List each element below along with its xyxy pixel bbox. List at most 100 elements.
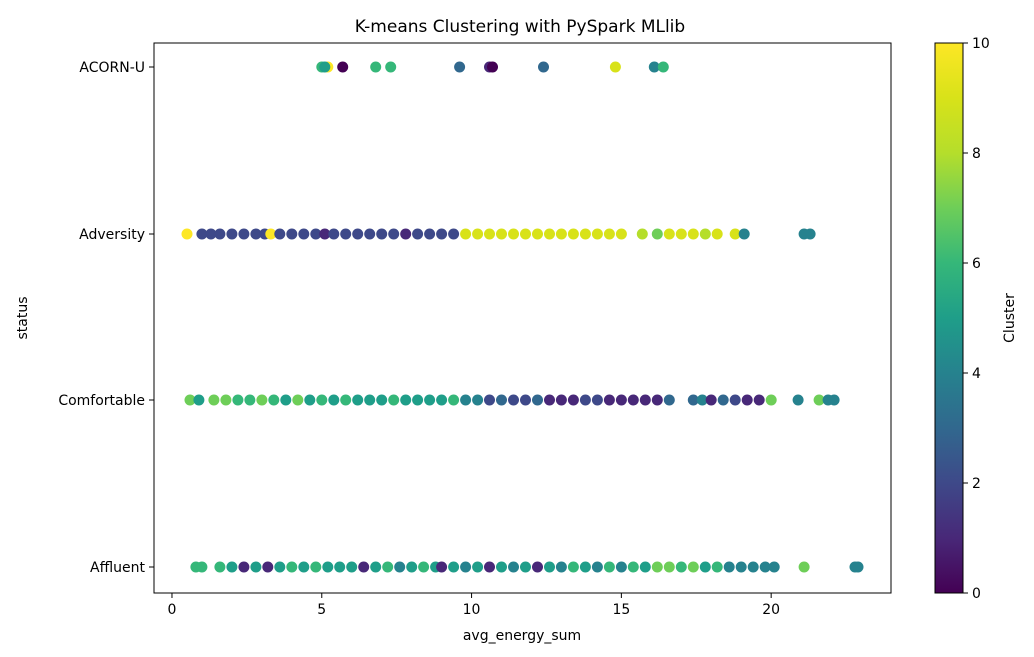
scatter-point (352, 228, 364, 240)
scatter-point (424, 228, 436, 240)
scatter-point (711, 561, 723, 573)
scatter-point (508, 228, 519, 240)
scatter-point (250, 561, 262, 573)
scatter-point (472, 561, 484, 573)
scatter-point (663, 394, 675, 406)
x-tick-label: 15 (612, 602, 630, 618)
scatter-point (262, 561, 274, 573)
scatter-point (538, 61, 549, 73)
scatter-point (370, 61, 382, 73)
y-tick-label: Comfortable (58, 393, 145, 409)
scatter-point (310, 228, 322, 240)
scatter-point (352, 394, 364, 406)
scatter-point (717, 394, 729, 406)
scatter-point (615, 561, 627, 573)
scatter-point (555, 394, 567, 406)
scatter-point (226, 561, 238, 573)
scatter-point (696, 394, 708, 406)
scatter-point (615, 394, 627, 406)
scatter-point (286, 561, 298, 573)
scatter-point (579, 394, 591, 406)
scatter-point (532, 394, 543, 406)
scatter-point (448, 394, 460, 406)
scatter-point (214, 228, 226, 240)
scatter-point (639, 561, 651, 573)
scatter-point (729, 228, 741, 240)
scatter-point (544, 394, 555, 406)
scatter-point (663, 561, 675, 573)
scatter-point (238, 228, 250, 240)
scatter-point (591, 561, 603, 573)
scatter-point (196, 561, 208, 573)
scatter-point (615, 228, 627, 240)
scatter-point (388, 228, 400, 240)
scatter-point (735, 561, 747, 573)
y-tick-label: ACORN-U (79, 60, 145, 76)
scatter-point (304, 394, 316, 406)
colorbar-tick-label: 10 (972, 36, 990, 52)
scatter-point (436, 228, 448, 240)
scatter-point (532, 561, 543, 573)
scatter-point (205, 228, 217, 240)
scatter-point (460, 228, 472, 240)
scatter-point (699, 561, 711, 573)
colorbar-frame (934, 42, 964, 594)
scatter-point (280, 394, 292, 406)
scatter-point (603, 228, 615, 240)
scatter-point (472, 228, 484, 240)
scatter-point (567, 561, 579, 573)
scatter-point (675, 561, 687, 573)
scatter-point (747, 561, 759, 573)
scatter-point (376, 228, 388, 240)
scatter-point (382, 561, 394, 573)
scatter-point (738, 228, 750, 240)
x-tick-label: 5 (317, 602, 326, 618)
scatter-point (334, 561, 346, 573)
scatter-point (648, 61, 660, 73)
scatter-point (567, 228, 579, 240)
scatter-point (555, 228, 567, 240)
scatter-point (520, 394, 531, 406)
colorbar-tick-label: 0 (972, 586, 981, 602)
plot-area (153, 42, 892, 594)
scatter-point (460, 394, 472, 406)
scatter-point (418, 561, 430, 573)
scatter-point (448, 561, 460, 573)
scatter-point (567, 394, 579, 406)
scatter-point (412, 394, 424, 406)
scatter-point (412, 228, 424, 240)
y-axis: Affluent Comfortable Adversity ACORN-U (58, 60, 154, 576)
scatter-point (508, 394, 519, 406)
scatter-point (663, 228, 675, 240)
scatter-point (675, 228, 687, 240)
scatter-point (298, 228, 310, 240)
scatter-point (244, 394, 256, 406)
scatter-point (448, 228, 460, 240)
scatter-point (268, 394, 280, 406)
scatter-point (298, 561, 310, 573)
scatter-point (376, 394, 388, 406)
colorbar-ticks: 0 2 4 6 8 10 (963, 36, 990, 602)
scatter-point (792, 394, 804, 406)
y-tick-label: Affluent (90, 560, 145, 576)
x-tick-label: 10 (463, 602, 481, 618)
scatter-point (292, 394, 304, 406)
colorbar-tick-label: 8 (972, 146, 981, 162)
scatter-point (798, 561, 810, 573)
x-axis-label: avg_energy_sum (463, 628, 581, 644)
scatter-point (687, 394, 699, 406)
scatter-point (508, 561, 519, 573)
colorbar-tick-label: 6 (972, 256, 981, 272)
scatter-point (487, 61, 498, 73)
scatter-point (328, 228, 340, 240)
scatter-point (657, 61, 669, 73)
plot-frame (153, 42, 892, 594)
scatter-point (358, 561, 370, 573)
scatter-point (310, 561, 322, 573)
scatter-point (687, 561, 699, 573)
scatter-point (723, 561, 735, 573)
scatter-point (711, 228, 723, 240)
scatter-point (544, 228, 555, 240)
colorbar-tick-label: 4 (972, 366, 981, 382)
scatter-point (705, 394, 717, 406)
